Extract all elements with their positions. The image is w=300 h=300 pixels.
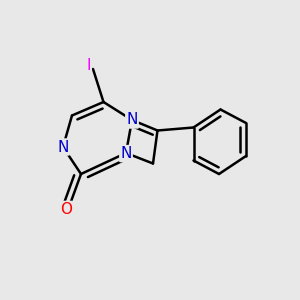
Text: O: O: [60, 202, 72, 217]
Text: N: N: [126, 112, 138, 128]
Text: I: I: [86, 58, 91, 73]
Text: N: N: [120, 146, 132, 161]
Text: N: N: [57, 140, 69, 154]
